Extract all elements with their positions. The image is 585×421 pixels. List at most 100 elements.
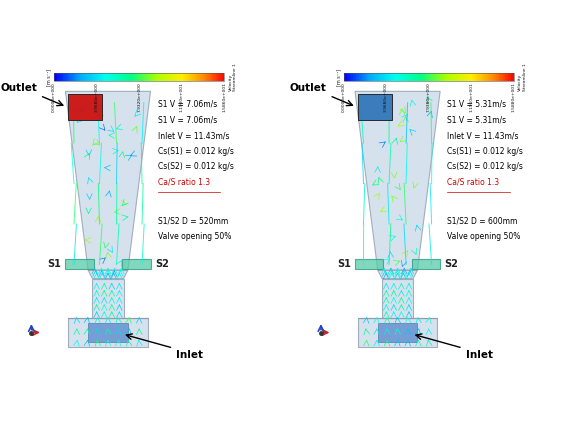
Bar (223, 73, 224, 81)
Bar (83, 73, 84, 81)
Bar (61, 73, 62, 81)
Bar (381, 73, 382, 81)
Bar (82, 73, 83, 81)
Bar (405, 73, 406, 81)
Bar (191, 73, 192, 81)
Bar (74, 73, 75, 81)
Bar (391, 73, 392, 81)
Bar (138, 73, 139, 81)
Bar (115, 73, 116, 81)
Bar (143, 73, 144, 81)
Polygon shape (382, 279, 413, 318)
Bar (98, 73, 99, 81)
Bar (389, 73, 390, 81)
Bar (503, 73, 504, 81)
Bar (151, 73, 152, 81)
Bar (343, 73, 345, 81)
Bar (145, 73, 146, 81)
Bar (481, 73, 483, 81)
Bar (486, 73, 487, 81)
Bar (427, 73, 428, 81)
Bar (128, 73, 129, 81)
Polygon shape (92, 279, 123, 318)
Bar (62, 73, 63, 81)
Bar (463, 73, 464, 81)
Bar (173, 73, 174, 81)
Bar (510, 73, 511, 81)
Bar (171, 73, 173, 81)
Bar (196, 73, 197, 81)
Bar (88, 73, 89, 81)
Bar (364, 73, 365, 81)
Text: Cs(S2) = 0.012 kg/s: Cs(S2) = 0.012 kg/s (157, 162, 233, 171)
Bar (429, 73, 431, 81)
Bar (144, 73, 145, 81)
Text: S1 V = 5.31m/s: S1 V = 5.31m/s (447, 115, 507, 125)
Bar (210, 73, 211, 81)
Text: [m s⁻¹]: [m s⁻¹] (336, 69, 341, 86)
Bar (450, 73, 451, 81)
Bar (395, 73, 397, 81)
Bar (94, 73, 95, 81)
Bar (448, 73, 449, 81)
Bar (89, 73, 90, 81)
Text: S1: S1 (47, 259, 61, 269)
Bar (470, 73, 472, 81)
Bar (511, 73, 512, 81)
Bar (492, 73, 493, 81)
Bar (129, 73, 130, 81)
Bar (92, 73, 93, 81)
Bar (406, 73, 407, 81)
Bar (141, 73, 142, 81)
Bar (219, 73, 220, 81)
Bar (401, 73, 402, 81)
Bar (72, 73, 73, 81)
Bar (203, 73, 204, 81)
Bar (439, 73, 440, 81)
Bar (104, 73, 105, 81)
Bar (462, 73, 463, 81)
Bar (438, 73, 439, 81)
Bar (475, 73, 476, 81)
Bar (124, 73, 125, 81)
Bar (105, 73, 106, 81)
Bar (452, 73, 453, 81)
Bar (436, 73, 438, 81)
Bar (68, 73, 70, 81)
Text: S1/S2 D = 600mm: S1/S2 D = 600mm (447, 217, 518, 226)
Bar (459, 73, 460, 81)
Bar (479, 73, 480, 81)
Bar (408, 73, 409, 81)
Text: Inlet V = 11.43m/s: Inlet V = 11.43m/s (447, 131, 519, 140)
Bar (382, 73, 383, 81)
Bar (63, 73, 64, 81)
Bar (404, 73, 405, 81)
Bar (399, 73, 400, 81)
Bar (135, 73, 136, 81)
Text: S1/S2 D = 520mm: S1/S2 D = 520mm (157, 217, 228, 226)
Text: Cs(S2) = 0.012 kg/s: Cs(S2) = 0.012 kg/s (447, 162, 523, 171)
Bar (495, 73, 496, 81)
Bar (494, 73, 495, 81)
Bar (371, 73, 373, 81)
Polygon shape (358, 318, 438, 346)
Bar (222, 73, 223, 81)
Bar (455, 73, 456, 81)
Bar (149, 73, 150, 81)
Bar (140, 73, 141, 81)
Bar (449, 73, 450, 81)
Bar (179, 73, 180, 81)
Bar (402, 73, 403, 81)
Bar (407, 73, 408, 81)
Bar (54, 73, 55, 81)
Bar (433, 73, 434, 81)
Bar (393, 73, 394, 81)
Bar (109, 73, 110, 81)
Polygon shape (412, 259, 440, 269)
Bar (348, 73, 349, 81)
Bar (167, 73, 168, 81)
Bar (176, 73, 177, 81)
Bar (456, 73, 457, 81)
Bar (185, 73, 186, 81)
Bar (507, 73, 508, 81)
